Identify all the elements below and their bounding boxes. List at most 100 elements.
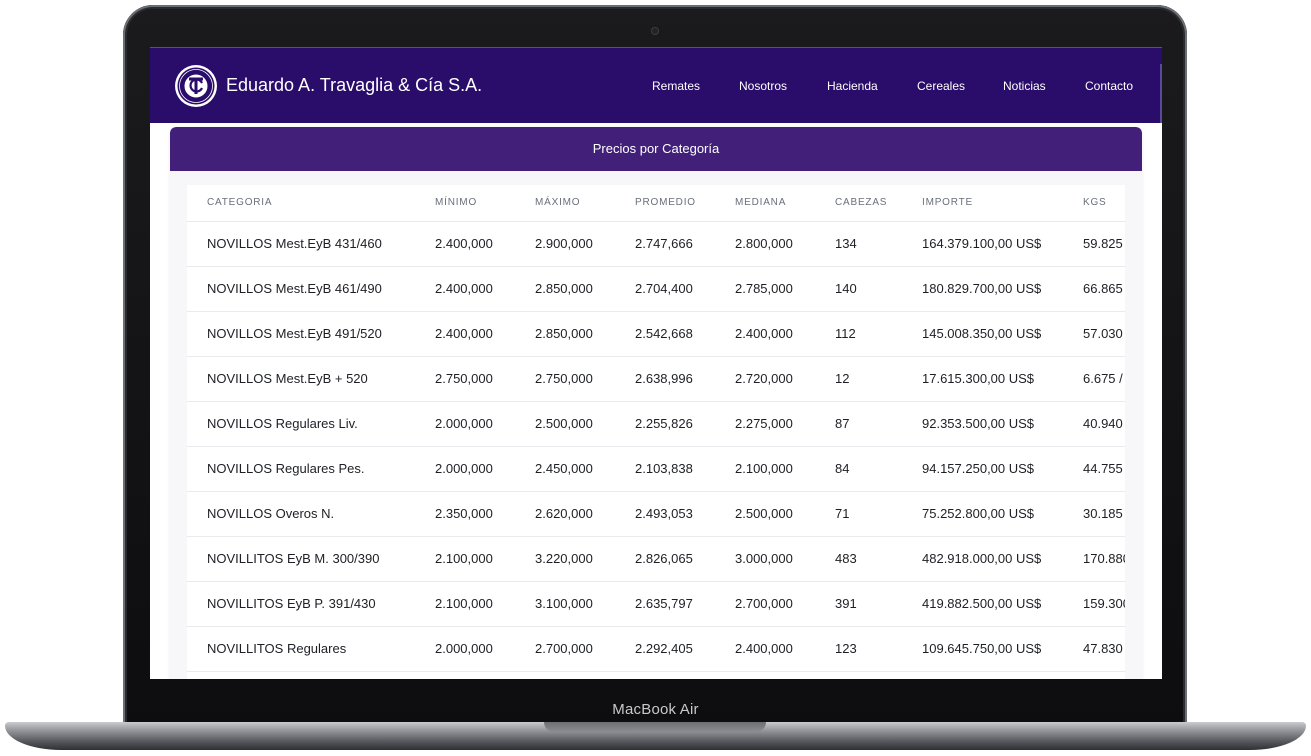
cell-importe: 94.157.250,00 US$ xyxy=(922,461,1035,476)
cell-kgs: 47.830 xyxy=(1083,641,1123,656)
header-cabezas: CABEZAS xyxy=(835,197,888,208)
cell-categoria: NOVILLOS Mest.EyB 431/460 xyxy=(207,236,382,251)
table-row-partial xyxy=(187,671,1125,679)
nav-link-nosotros[interactable]: Nosotros xyxy=(739,79,788,93)
cell-categoria: NOVILLITOS Regulares xyxy=(207,641,347,656)
table-row[interactable]: NOVILLOS Overos N. 2.350,000 2.620,000 2… xyxy=(187,491,1125,536)
cell-mediana: 2.800,000 xyxy=(735,236,793,251)
cell-mediana: 2.400,000 xyxy=(735,641,793,656)
cell-kgs: 6.675 / xyxy=(1083,371,1123,386)
cell-mediana: 3.000,000 xyxy=(735,551,793,566)
cell-categoria: NOVILLITOS EyB P. 391/430 xyxy=(207,596,376,611)
prices-card: Precios por Categoría CATEGORIA MÍNIMO M… xyxy=(170,127,1142,679)
table-row[interactable]: NOVILLOS Mest.EyB 431/460 2.400,000 2.90… xyxy=(187,221,1125,266)
header-mediana: MEDIANA xyxy=(735,197,787,208)
cell-minimo: 2.000,000 xyxy=(435,461,493,476)
cell-promedio: 2.638,996 xyxy=(635,371,693,386)
cell-maximo: 3.100,000 xyxy=(535,596,593,611)
table-row[interactable]: NOVILLOS Regulares Pes. 2.000,000 2.450,… xyxy=(187,446,1125,491)
nav-link-hacienda[interactable]: Hacienda xyxy=(827,79,878,93)
cell-importe: 164.379.100,00 US$ xyxy=(922,236,1042,251)
device-label: MacBook Air xyxy=(612,701,699,718)
cell-importe: 482.918.000,00 US$ xyxy=(922,551,1042,566)
cell-categoria: NOVILLOS Mest.EyB 461/490 xyxy=(207,281,382,296)
table-row[interactable]: NOVILLOS Mest.EyB 491/520 2.400,000 2.85… xyxy=(187,311,1125,356)
cell-kgs: 66.865 xyxy=(1083,281,1123,296)
card-title: Precios por Categoría xyxy=(170,127,1142,171)
cell-minimo: 2.100,000 xyxy=(435,596,493,611)
cell-mediana: 2.500,000 xyxy=(735,506,793,521)
cell-maximo: 3.220,000 xyxy=(535,551,593,566)
cell-importe: 145.008.350,00 US$ xyxy=(922,326,1042,341)
cell-promedio: 2.542,668 xyxy=(635,326,693,341)
table-row[interactable]: NOVILLOS Mest.EyB + 520 2.750,000 2.750,… xyxy=(187,356,1125,401)
cell-mediana: 2.720,000 xyxy=(735,371,793,386)
table-row[interactable]: NOVILLITOS EyB P. 391/430 2.100,000 3.10… xyxy=(187,581,1125,626)
header-minimo: MÍNIMO xyxy=(435,197,478,208)
header-maximo: MÁXIMO xyxy=(535,197,581,208)
table-row[interactable]: NOVILLITOS EyB M. 300/390 2.100,000 3.22… xyxy=(187,536,1125,581)
header-kgs: KGS xyxy=(1083,197,1107,208)
cell-maximo: 2.850,000 xyxy=(535,281,593,296)
cell-importe: 419.882.500,00 US$ xyxy=(922,596,1042,611)
cell-promedio: 2.704,400 xyxy=(635,281,693,296)
nav-link-contacto[interactable]: Contacto xyxy=(1085,79,1134,93)
cell-importe: 75.252.800,00 US$ xyxy=(922,506,1035,521)
prices-table: CATEGORIA MÍNIMO MÁXIMO PROMEDIO MEDIANA… xyxy=(187,185,1125,679)
cell-cabezas: 134 xyxy=(835,236,857,251)
table-header-row: CATEGORIA MÍNIMO MÁXIMO PROMEDIO MEDIANA… xyxy=(187,185,1125,221)
cell-cabezas: 123 xyxy=(835,641,857,656)
cell-categoria: NOVILLOS Mest.EyB 491/520 xyxy=(207,326,382,341)
cell-cabezas: 87 xyxy=(835,416,850,431)
cell-promedio: 2.826,065 xyxy=(635,551,693,566)
browser-screen: Eduardo A. Travaglia & Cía S.A. Remates … xyxy=(150,47,1162,679)
cell-mediana: 2.785,000 xyxy=(735,281,793,296)
nav-link-noticias[interactable]: Noticias xyxy=(1003,79,1046,93)
cell-minimo: 2.400,000 xyxy=(435,236,493,251)
cell-maximo: 2.750,000 xyxy=(535,371,593,386)
brand-name[interactable]: Eduardo A. Travaglia & Cía S.A. xyxy=(226,75,483,95)
cell-minimo: 2.000,000 xyxy=(435,641,493,656)
camera-icon xyxy=(651,27,659,35)
cell-kgs: 44.755 xyxy=(1083,461,1123,476)
top-navbar: Eduardo A. Travaglia & Cía S.A. Remates … xyxy=(150,47,1162,124)
cell-maximo: 2.700,000 xyxy=(535,641,593,656)
table-row[interactable]: NOVILLOS Regulares Liv. 2.000,000 2.500,… xyxy=(187,401,1125,446)
cell-cabezas: 12 xyxy=(835,371,850,386)
cell-importe: 109.645.750,00 US$ xyxy=(922,641,1042,656)
cell-importe: 17.615.300,00 US$ xyxy=(922,371,1035,386)
company-logo[interactable] xyxy=(174,64,218,108)
cell-importe: 180.829.700,00 US$ xyxy=(922,281,1042,296)
table-row[interactable]: NOVILLITOS Regulares 2.000,000 2.700,000… xyxy=(187,626,1125,671)
header-categoria: CATEGORIA xyxy=(207,197,273,208)
cell-maximo: 2.500,000 xyxy=(535,416,593,431)
cell-kgs: 30.185 xyxy=(1083,506,1123,521)
navbar-edge xyxy=(1160,64,1162,124)
cell-kgs: 57.030 xyxy=(1083,326,1123,341)
cell-minimo: 2.350,000 xyxy=(435,506,493,521)
cell-cabezas: 140 xyxy=(835,281,857,296)
cell-maximo: 2.900,000 xyxy=(535,236,593,251)
cell-categoria: NOVILLOS Regulares Liv. xyxy=(207,416,358,431)
cell-promedio: 2.103,838 xyxy=(635,461,693,476)
page-content: Precios por Categoría CATEGORIA MÍNIMO M… xyxy=(150,123,1162,679)
laptop-notch xyxy=(544,722,766,732)
cell-minimo: 2.400,000 xyxy=(435,326,493,341)
nav-link-cereales[interactable]: Cereales xyxy=(917,79,966,93)
cell-kgs: 40.940 xyxy=(1083,416,1123,431)
cell-cabezas: 483 xyxy=(835,551,857,566)
table-row[interactable]: NOVILLOS Mest.EyB 461/490 2.400,000 2.85… xyxy=(187,266,1125,311)
cell-maximo: 2.850,000 xyxy=(535,326,593,341)
header-promedio: PROMEDIO xyxy=(635,197,696,208)
cell-kgs: 159.300 xyxy=(1083,596,1125,611)
cell-categoria: NOVILLITOS EyB M. 300/390 xyxy=(207,551,380,566)
nav-link-remates[interactable]: Remates xyxy=(652,79,701,93)
cell-promedio: 2.747,666 xyxy=(635,236,693,251)
cell-promedio: 2.493,053 xyxy=(635,506,693,521)
cell-mediana: 2.275,000 xyxy=(735,416,793,431)
cell-importe: 92.353.500,00 US$ xyxy=(922,416,1035,431)
cell-mediana: 2.400,000 xyxy=(735,326,793,341)
cell-promedio: 2.292,405 xyxy=(635,641,693,656)
cell-kgs: 59.825 xyxy=(1083,236,1123,251)
cell-cabezas: 391 xyxy=(835,596,857,611)
